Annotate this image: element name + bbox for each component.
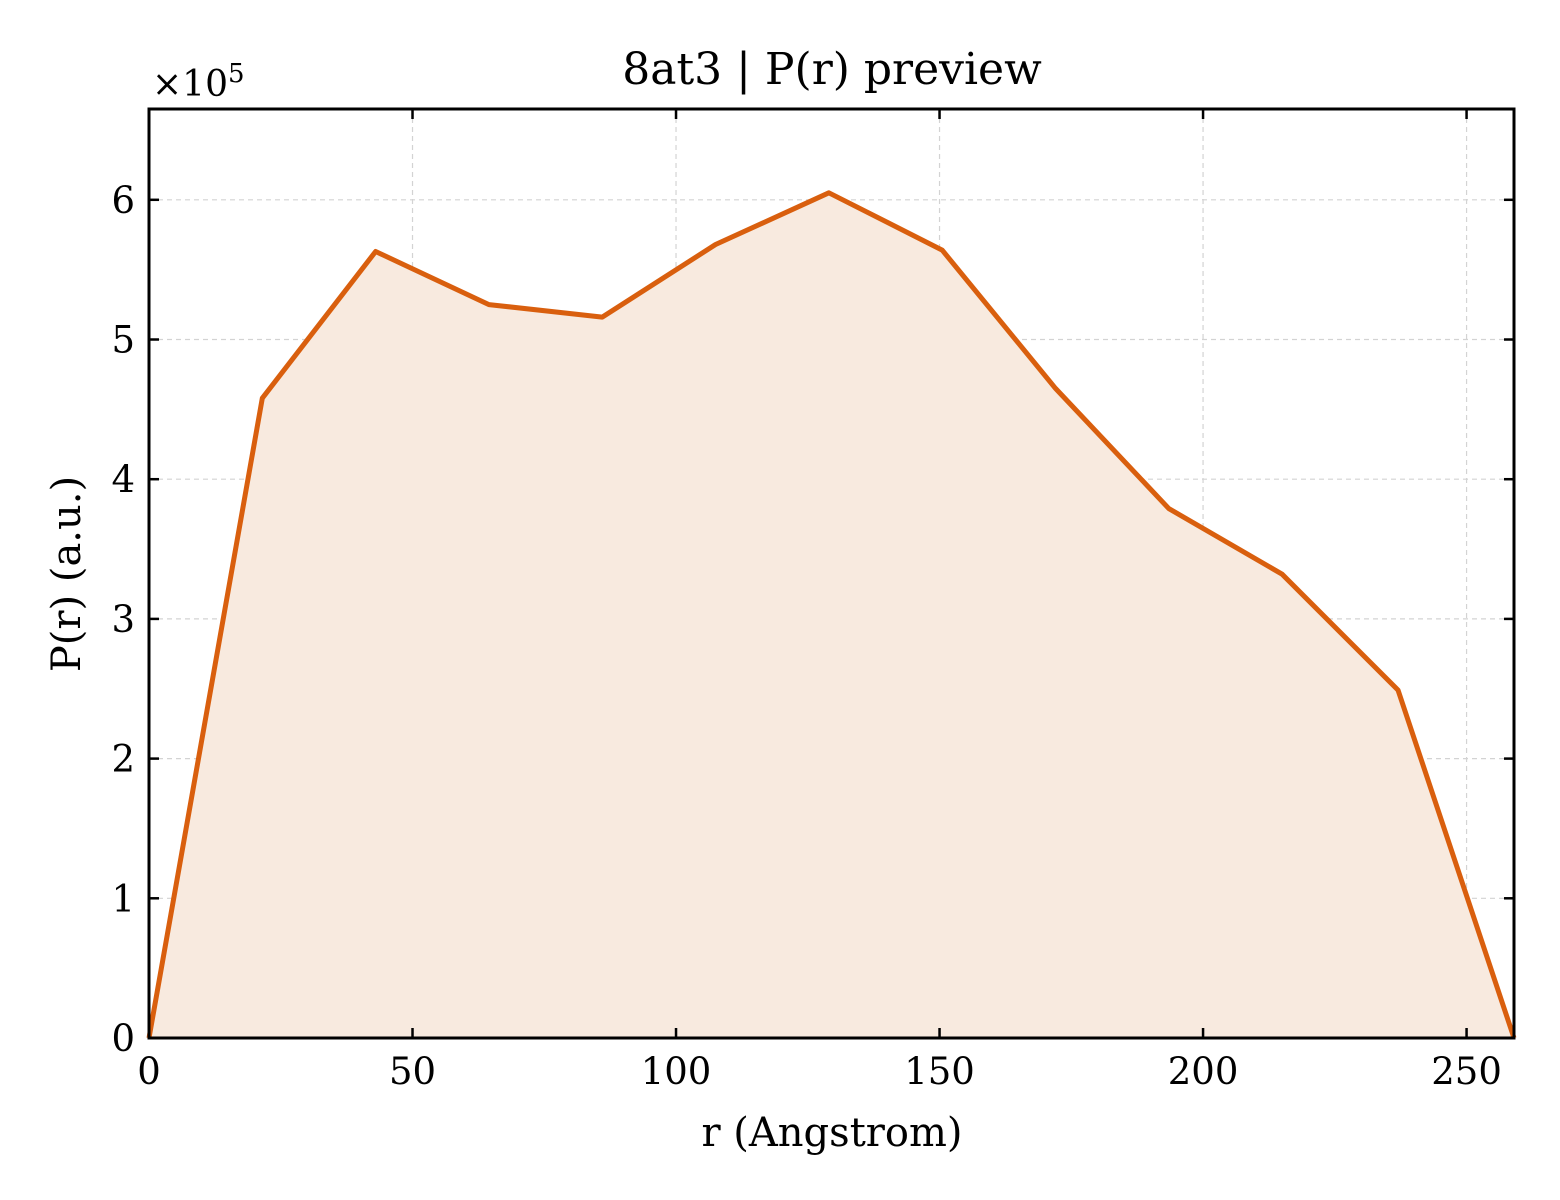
y-axis-label: P(r) (a.u.) [44, 476, 90, 672]
y-tick-label: 4 [111, 458, 135, 501]
area-fill [149, 192, 1514, 1038]
x-tick-label: 250 [1431, 1050, 1502, 1093]
y-axis-multiplier: ×105 [152, 59, 245, 105]
y-tick-label: 1 [111, 877, 135, 920]
x-tick-label: 200 [1168, 1050, 1239, 1093]
tick-layer: 0 50 100 150 200 250 0 1 2 3 4 5 6 [111, 109, 1514, 1093]
x-axis-label: r (Angstrom) [701, 1110, 962, 1156]
y-tick-label: 3 [111, 598, 135, 641]
chart-title: 8at3 | P(r) preview [622, 44, 1042, 95]
x-tick-label: 0 [137, 1050, 161, 1093]
y-axis-multiplier-exponent: 5 [228, 59, 245, 89]
y-tick-label: 0 [111, 1017, 135, 1060]
y-tick-label: 5 [111, 319, 135, 362]
plot-frame [147, 107, 1516, 1040]
y-tick-label: 6 [111, 179, 135, 222]
x-tick-label: 100 [641, 1050, 712, 1093]
x-tick-label: 50 [389, 1050, 436, 1093]
series-line [146, 190, 1517, 1039]
x-tick-label: 150 [904, 1050, 975, 1093]
y-tick-label: 2 [111, 738, 135, 781]
y-axis-multiplier-base: ×10 [152, 64, 228, 105]
